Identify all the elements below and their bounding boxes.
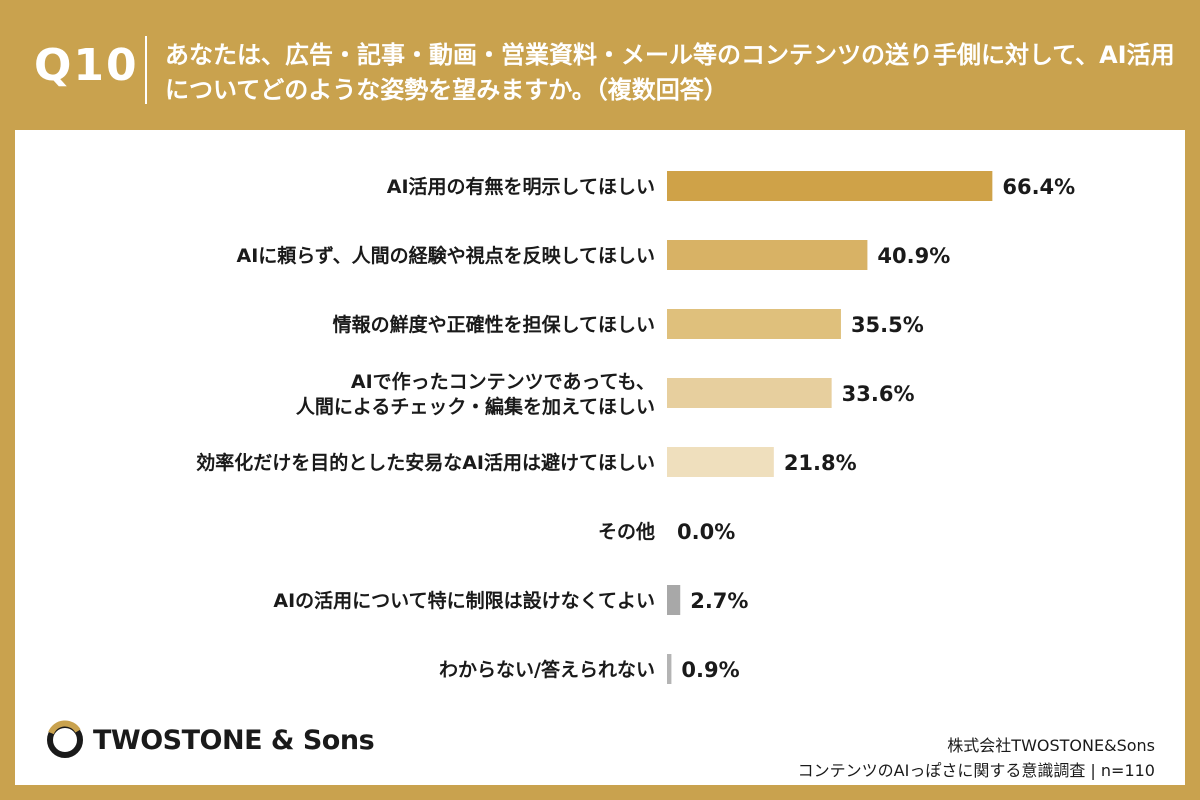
category-label: わからない/答えられない — [439, 658, 655, 681]
value-label: 35.5% — [851, 313, 924, 337]
footer-survey: コンテンツのAIっぽさに関する意識調査 | n=110 — [797, 761, 1155, 780]
bar — [667, 654, 672, 684]
category-label: 情報の鮮度や正確性を担保してほしい — [333, 313, 655, 336]
bar — [667, 309, 841, 339]
logo-mark-icon — [47, 720, 83, 758]
bar — [667, 378, 832, 408]
question-number: Q10 — [34, 40, 139, 91]
value-label: 0.0% — [677, 520, 735, 544]
footer-source: 株式会社TWOSTONE&Sons コンテンツのAIっぽさに関する意識調査 | … — [798, 733, 1155, 783]
bar — [667, 171, 993, 201]
value-label: 40.9% — [877, 244, 950, 268]
category-label: 効率化だけを目的とした安易なAI活用は避けてほしい — [196, 451, 655, 474]
logo-text: TWOSTONE & Sons — [93, 724, 375, 756]
question-text: あなたは、広告・記事・動画・営業資料・メール等のコンテンツの送り手側に対して、A… — [165, 41, 1175, 104]
chart-panel: AI活用の有無を明示してほしい 66.4% AIに頼らず、人間の経験や視点を反映して… — [15, 130, 1185, 785]
category-label: AIの活用について特に制限は設けなくてよい — [273, 589, 655, 612]
value-label: 33.6% — [842, 382, 915, 406]
company-logo: TWOSTONE & Sons — [45, 720, 375, 760]
category-label: AI活用の有無を明示してほしい — [387, 175, 655, 198]
bar — [667, 585, 681, 615]
question-header: Q10 あなたは、広告・記事・動画・営業資料・メール等のコンテンツの送り手側に対… — [0, 0, 1200, 130]
category-label: 人間によるチェック・編集を加えてほしい — [296, 395, 655, 418]
footer-company: 株式会社TWOSTONE&Sons — [947, 736, 1155, 755]
category-label: AIで作ったコンテンツであっても、 — [351, 370, 655, 393]
value-label: 0.9% — [681, 658, 739, 682]
category-label: その他 — [598, 520, 655, 543]
bar-chart: AI活用の有無を明示してほしい 66.4% AIに頼らず、人間の経験や視点を反映して… — [196, 171, 1075, 684]
value-label: 2.7% — [690, 589, 748, 613]
bar — [667, 240, 868, 270]
value-label: 21.8% — [784, 451, 857, 475]
header-divider — [145, 36, 147, 104]
category-label: AIに頼らず、人間の経験や視点を反映してほしい — [237, 244, 656, 267]
value-label: 66.4% — [1002, 175, 1075, 199]
bar — [667, 447, 774, 477]
